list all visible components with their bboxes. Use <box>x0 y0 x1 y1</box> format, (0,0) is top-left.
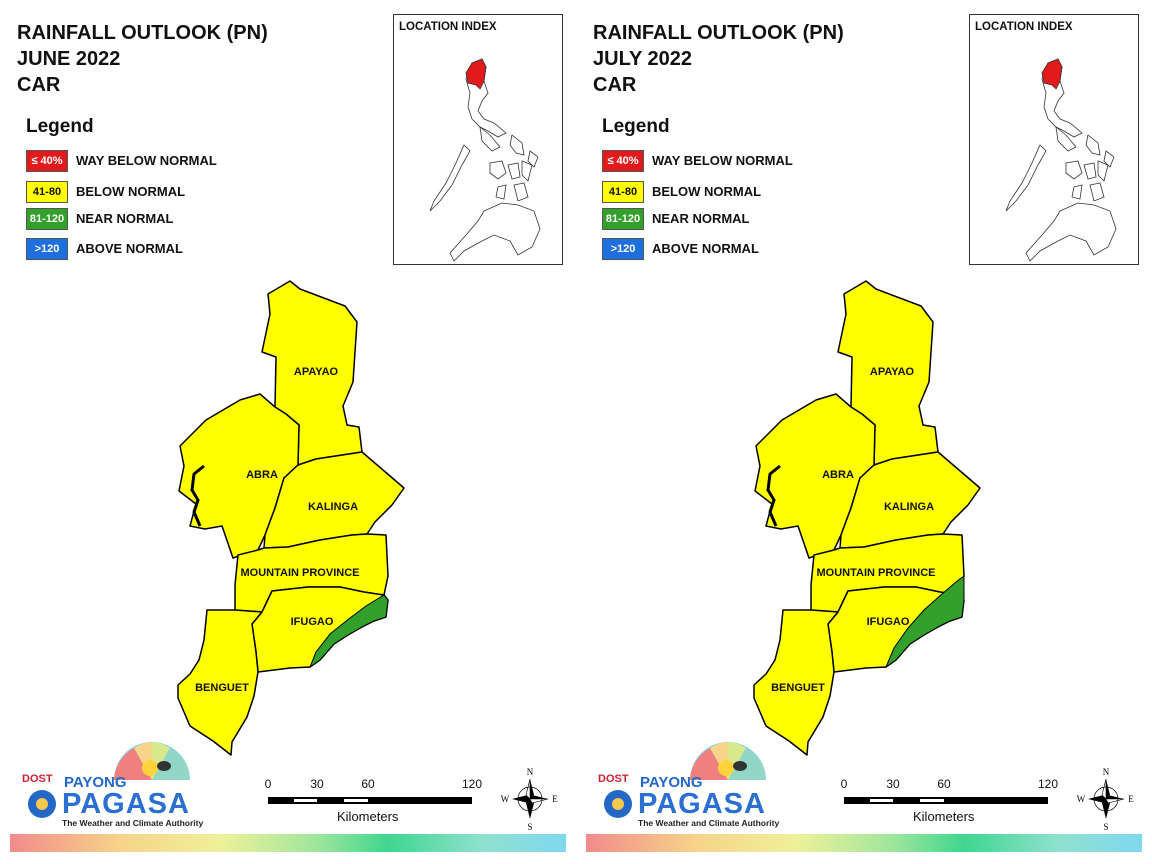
legend-label: ABOVE NORMAL <box>76 241 183 256</box>
title-line-3: CAR <box>17 74 61 96</box>
ifugao-near-normal-area <box>884 575 965 669</box>
legend-title: Legend <box>602 116 670 137</box>
umbrella-icon <box>28 742 190 818</box>
compass-e: E <box>552 794 558 804</box>
title-line-2: JUNE 2022 <box>17 48 121 70</box>
label-abra: ABRA <box>246 469 278 481</box>
pagasa-logo: DOST PAYONG PAGASA The Weather and Clima… <box>592 740 779 832</box>
ifugao-near-normal-area <box>308 594 389 669</box>
label-mountain-province: MOUNTAIN PROVINCE <box>241 567 360 579</box>
location-index: LOCATION INDEX <box>393 14 563 265</box>
scale-tick: 120 <box>1037 777 1059 791</box>
legend-label: WAY BELOW NORMAL <box>76 153 217 168</box>
compass-s: S <box>1103 822 1108 832</box>
title-line-3: CAR <box>593 74 637 96</box>
compass-rose-icon: N S E W <box>1077 767 1135 832</box>
label-kalinga: KALINGA <box>884 501 934 513</box>
title-line-1: RAINFALL OUTLOOK (PN) <box>17 22 268 44</box>
car-region-highlight <box>465 58 487 90</box>
philippines-outline-map <box>1005 58 1117 262</box>
province-benguet <box>177 609 263 756</box>
pagasa-logo: DOST PAYONG PAGASA The Weather and Clima… <box>16 740 203 832</box>
logo-payong: PAYONG <box>64 774 127 791</box>
philippines-outline-map <box>429 58 541 262</box>
label-apayao: APAYAO <box>294 366 339 378</box>
scale-tick: 0 <box>840 777 848 791</box>
scale-bar: 0 30 60 120 Kilometers <box>841 777 1061 827</box>
legend-label: ABOVE NORMAL <box>652 241 759 256</box>
compass-w: W <box>1077 794 1086 804</box>
panel-july: RAINFALL OUTLOOK (PN) JULY 2022 CAR Lege… <box>576 0 1152 864</box>
scale-bar: 0 30 60 120 Kilometers <box>265 777 485 827</box>
label-benguet: BENGUET <box>195 682 249 694</box>
compass-n: N <box>1103 767 1110 777</box>
legend-label: NEAR NORMAL <box>76 211 174 226</box>
label-mountain-province: MOUNTAIN PROVINCE <box>817 567 936 579</box>
compass-s: S <box>527 822 532 832</box>
logo-tagline: The Weather and Climate Authority <box>62 818 204 828</box>
legend-label: NEAR NORMAL <box>652 211 750 226</box>
legend-swatch: 81-120 <box>602 208 644 230</box>
car-province-map: APAYAO ABRA KALINGA MOUNTAIN PROVINCE IF… <box>177 280 405 756</box>
legend-swatch: 81-120 <box>26 208 68 230</box>
inset-title: LOCATION INDEX <box>399 21 497 33</box>
title-line-2: JULY 2022 <box>593 48 692 70</box>
label-apayao: APAYAO <box>870 366 915 378</box>
scale-units: Kilometers <box>913 809 975 824</box>
scale-tick: 60 <box>937 777 951 791</box>
legend-title: Legend <box>26 116 94 137</box>
car-province-map: APAYAO ABRA KALINGA MOUNTAIN PROVINCE IF… <box>753 280 981 756</box>
legend-label: BELOW NORMAL <box>652 184 762 199</box>
scale-units: Kilometers <box>337 809 399 824</box>
scale-tick: 60 <box>361 777 375 791</box>
logo-payong: PAYONG <box>640 774 703 791</box>
legend-swatch: 41-80 <box>602 181 644 203</box>
scale-bar-graphic <box>268 797 472 804</box>
legend-swatch: >120 <box>26 238 68 260</box>
scale-tick: 30 <box>310 777 324 791</box>
umbrella-icon <box>604 742 766 818</box>
label-ifugao: IFUGAO <box>867 616 910 628</box>
label-abra: ABRA <box>822 469 854 481</box>
label-kalinga: KALINGA <box>308 501 358 513</box>
inset-title: LOCATION INDEX <box>975 21 1073 33</box>
legend-swatch: 41-80 <box>26 181 68 203</box>
logo-dost: DOST <box>598 773 629 785</box>
label-benguet: BENGUET <box>771 682 825 694</box>
abra-river-line <box>766 464 781 527</box>
legend-swatch: ≤ 40% <box>26 150 68 172</box>
logo-pagasa: PAGASA <box>638 788 766 820</box>
legend-swatch: ≤ 40% <box>602 150 644 172</box>
compass-w: W <box>501 794 510 804</box>
abra-river-line <box>190 464 205 527</box>
car-region-highlight <box>1041 58 1063 90</box>
legend-swatch: >120 <box>602 238 644 260</box>
scale-tick: 30 <box>886 777 900 791</box>
title-line-1: RAINFALL OUTLOOK (PN) <box>593 22 844 44</box>
logo-dost: DOST <box>22 773 53 785</box>
compass-e: E <box>1128 794 1134 804</box>
legend-label: WAY BELOW NORMAL <box>652 153 793 168</box>
north-arrow: N S E W <box>1076 765 1136 833</box>
compass-rose-icon: N S E W <box>501 767 559 832</box>
scale-bar-graphic <box>844 797 1048 804</box>
map-title: RAINFALL OUTLOOK (PN) JUNE 2022 CAR <box>17 20 268 98</box>
logo-tagline: The Weather and Climate Authority <box>638 818 780 828</box>
panel-june: RAINFALL OUTLOOK (PN) JUNE 2022 CAR Lege… <box>10 14 566 852</box>
compass-n: N <box>527 767 534 777</box>
color-band <box>10 834 566 852</box>
label-ifugao: IFUGAO <box>291 616 334 628</box>
scale-tick: 0 <box>264 777 272 791</box>
scale-tick: 120 <box>461 777 483 791</box>
north-arrow: N S E W <box>500 765 560 833</box>
color-band <box>586 834 1142 852</box>
location-index: LOCATION INDEX <box>969 14 1139 265</box>
logo-pagasa: PAGASA <box>62 788 190 820</box>
legend-label: BELOW NORMAL <box>76 184 186 199</box>
map-title: RAINFALL OUTLOOK (PN) JULY 2022 CAR <box>593 20 844 98</box>
province-benguet <box>753 609 839 756</box>
